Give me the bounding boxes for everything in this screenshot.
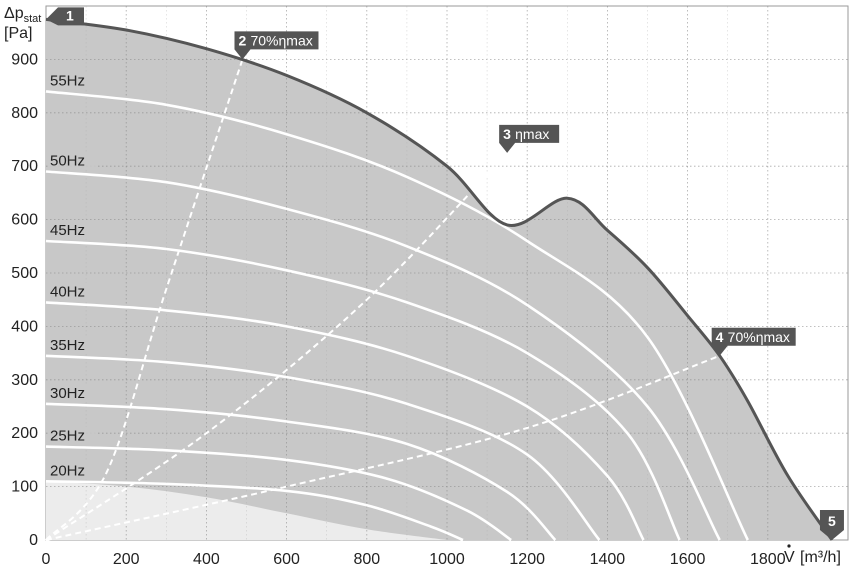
speed-curve-35hz (45, 354, 601, 541)
marker-number: 3 (503, 126, 511, 142)
y-axis: 0 100 200 300 400 500 600 700 800 900 (11, 51, 38, 549)
marker-3: 3 ηmax (499, 124, 560, 153)
y-tick-label: 500 (11, 265, 38, 282)
speed-label-bg (50, 282, 96, 301)
x-tick-label: 1400 (590, 551, 626, 568)
x-axis-label: V (784, 549, 795, 566)
marker-label: 70%ηmax (250, 32, 312, 48)
x-tick-label: 1000 (429, 551, 465, 568)
y-axis-unit: [Pa] (4, 25, 32, 42)
marker-4: 4 70%ηmax (711, 327, 796, 356)
speed-label-35hz: 35Hz (50, 337, 85, 354)
y-tick-label: 300 (11, 372, 38, 389)
y-tick-label: 100 (11, 479, 38, 496)
marker-5: 5 (819, 510, 844, 540)
y-tick-label: 900 (11, 51, 38, 68)
efficiency-line-2 (45, 152, 508, 541)
y-tick-label: 400 (11, 318, 38, 335)
speed-label-bg (50, 461, 96, 480)
speed-label-bg (50, 220, 96, 239)
speed-label-20hz: 20Hz (50, 462, 85, 479)
speed-curve-20hz (45, 480, 464, 542)
marker-1: 1 (46, 7, 84, 26)
speed-label-25hz: 25Hz (50, 428, 85, 445)
efficiency-line-1 (45, 59, 244, 541)
marker-label: ηmax (515, 126, 549, 142)
speed-label-55hz: 55Hz (50, 72, 85, 89)
speed-label-bg (50, 151, 96, 170)
speed-label-bg (50, 71, 96, 90)
y-tick-label: 700 (11, 158, 38, 175)
speed-curve-45hz (45, 239, 681, 541)
marker-number: 4 (716, 329, 724, 345)
y-tick-label: 200 (11, 425, 38, 442)
marker-shape (46, 7, 84, 26)
marker-2: 2 70%ηmax (234, 31, 319, 60)
x-tick-label: 400 (193, 551, 220, 568)
speed-curve-25hz (45, 445, 512, 542)
speed-curve-40hz (45, 301, 645, 541)
marker-label: 70%ηmax (728, 329, 790, 345)
speed-label-50hz: 50Hz (50, 153, 85, 170)
efficiency-line-3 (45, 354, 721, 541)
x-tick-label: 800 (353, 551, 380, 568)
operating-area (46, 19, 832, 540)
y-tick-label: 800 (11, 105, 38, 122)
speed-label-bg (50, 383, 96, 402)
marker-shape (499, 124, 560, 153)
y-tick-label: 0 (29, 532, 38, 549)
speed-label-45hz: 45Hz (50, 222, 85, 239)
x-tick-label: 200 (113, 551, 140, 568)
marker-number: 5 (828, 513, 836, 529)
speed-curve-50hz (45, 170, 721, 541)
x-axis: 0 200 400 600 800 1000 1200 1400 1600 1800 (42, 551, 786, 568)
x-tick-label: 0 (42, 551, 51, 568)
x-axis-unit: [m³/h] (800, 549, 841, 566)
marker-shape (711, 327, 796, 356)
x-tick-label: 1800 (750, 551, 786, 568)
speed-label-bg (50, 426, 96, 445)
speed-curve-55hz (45, 90, 749, 541)
marker-shape (234, 31, 319, 60)
speed-label-bg (50, 335, 96, 354)
y-axis-label: Δpstat (4, 5, 41, 25)
speed-curve-30hz (45, 402, 557, 541)
speed-label-40hz: 40Hz (50, 283, 85, 300)
marker-number: 2 (238, 32, 246, 48)
marker-number: 1 (66, 7, 74, 23)
x-tick-label: 1600 (670, 551, 706, 568)
x-tick-label: 600 (273, 551, 300, 568)
marker-shape (819, 510, 844, 540)
speed-label-30hz: 30Hz (50, 385, 85, 402)
y-tick-label: 600 (11, 212, 38, 229)
x-axis-label-dot (787, 544, 791, 548)
max-curve (45, 17, 834, 541)
x-tick-label: 1200 (509, 551, 545, 568)
